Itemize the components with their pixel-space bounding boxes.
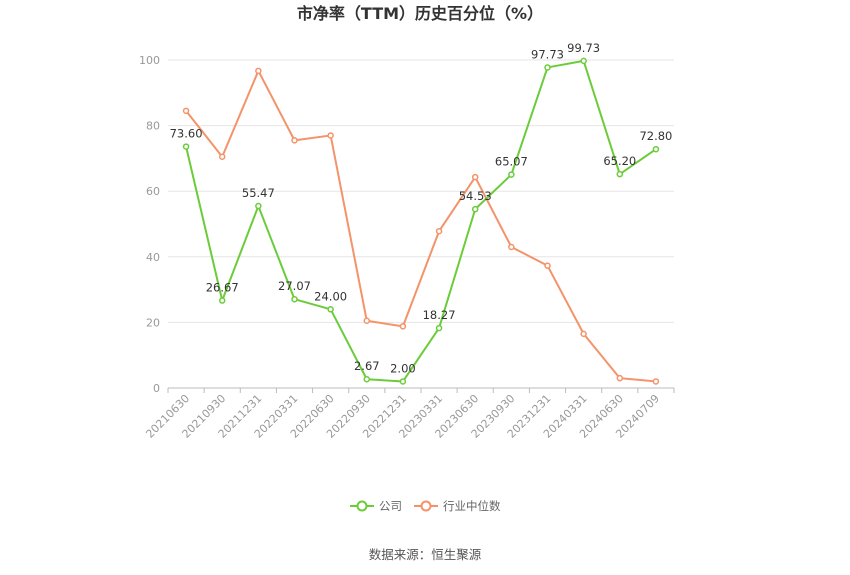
point-company [255,202,262,210]
point-company [363,375,371,383]
point-industry-median [508,243,515,251]
point-industry-median [616,374,624,382]
point-company [327,306,334,313]
point-company [544,64,551,71]
point-industry-median [327,132,334,139]
point-industry-median [544,262,551,269]
y-tick-label: 60 [146,185,160,198]
y-axis: 0 20 40 60 80 100 [139,54,160,395]
point-company [291,295,298,303]
data-label: 2.67 [354,359,380,373]
data-label: 97.73 [531,47,564,61]
y-tick-label: 20 [146,316,160,329]
data-label: 18.27 [423,308,456,322]
series-line-company [185,59,657,383]
data-label: 99.73 [567,41,600,55]
point-industry-median [182,107,190,115]
data-label: 73.60 [170,127,203,141]
y-tick-label: 0 [153,382,160,395]
data-label: 55.47 [242,186,275,200]
point-company [218,297,226,304]
point-industry-median [652,378,660,385]
y-tick-label: 80 [146,120,160,133]
point-industry-median [580,330,587,338]
data-label: 72.80 [639,129,672,143]
series-line-industry-median [185,69,657,383]
point-company [435,324,443,332]
data-label: 2.00 [390,361,416,375]
legend-item-industry-median[interactable]: 行业中位数 [414,499,501,513]
point-company [471,205,479,213]
point-industry-median [363,317,371,325]
point-industry-median [218,153,226,161]
point-industry-median [291,137,298,144]
point-company [580,57,587,65]
point-company [399,378,407,385]
data-label: 65.07 [495,155,528,169]
legend-label-company: 公司 [379,499,402,513]
legend-marker-industry-median [420,500,432,512]
chart-title: 市净率（TTM）历史百分位（%） [297,4,543,23]
data-label: 54.53 [459,189,492,203]
data-label: 65.20 [603,154,636,168]
source-note: 数据来源：恒生聚源 [369,547,482,562]
x-axis: 2021063020210930202112312022033120220630… [143,387,675,441]
grid [168,59,674,323]
point-industry-median [471,173,479,181]
point-company [508,171,515,178]
legend-label-industry-median: 行业中位数 [443,499,501,513]
legend-item-company[interactable]: 公司 [350,499,402,513]
y-tick-label: 40 [146,251,160,264]
point-industry-median [255,67,262,75]
y-tick-label: 100 [139,54,160,67]
data-label: 27.07 [278,279,311,293]
series-group [182,57,660,385]
legend[interactable]: 公司 行业中位数 [350,499,501,513]
point-company [616,170,624,178]
data-label: 24.00 [314,289,347,303]
point-company [182,143,190,150]
legend-marker-company [356,500,368,512]
point-industry-median [435,227,443,235]
data-label: 26.67 [206,281,239,295]
point-company [652,145,660,153]
point-industry-median [399,323,407,330]
